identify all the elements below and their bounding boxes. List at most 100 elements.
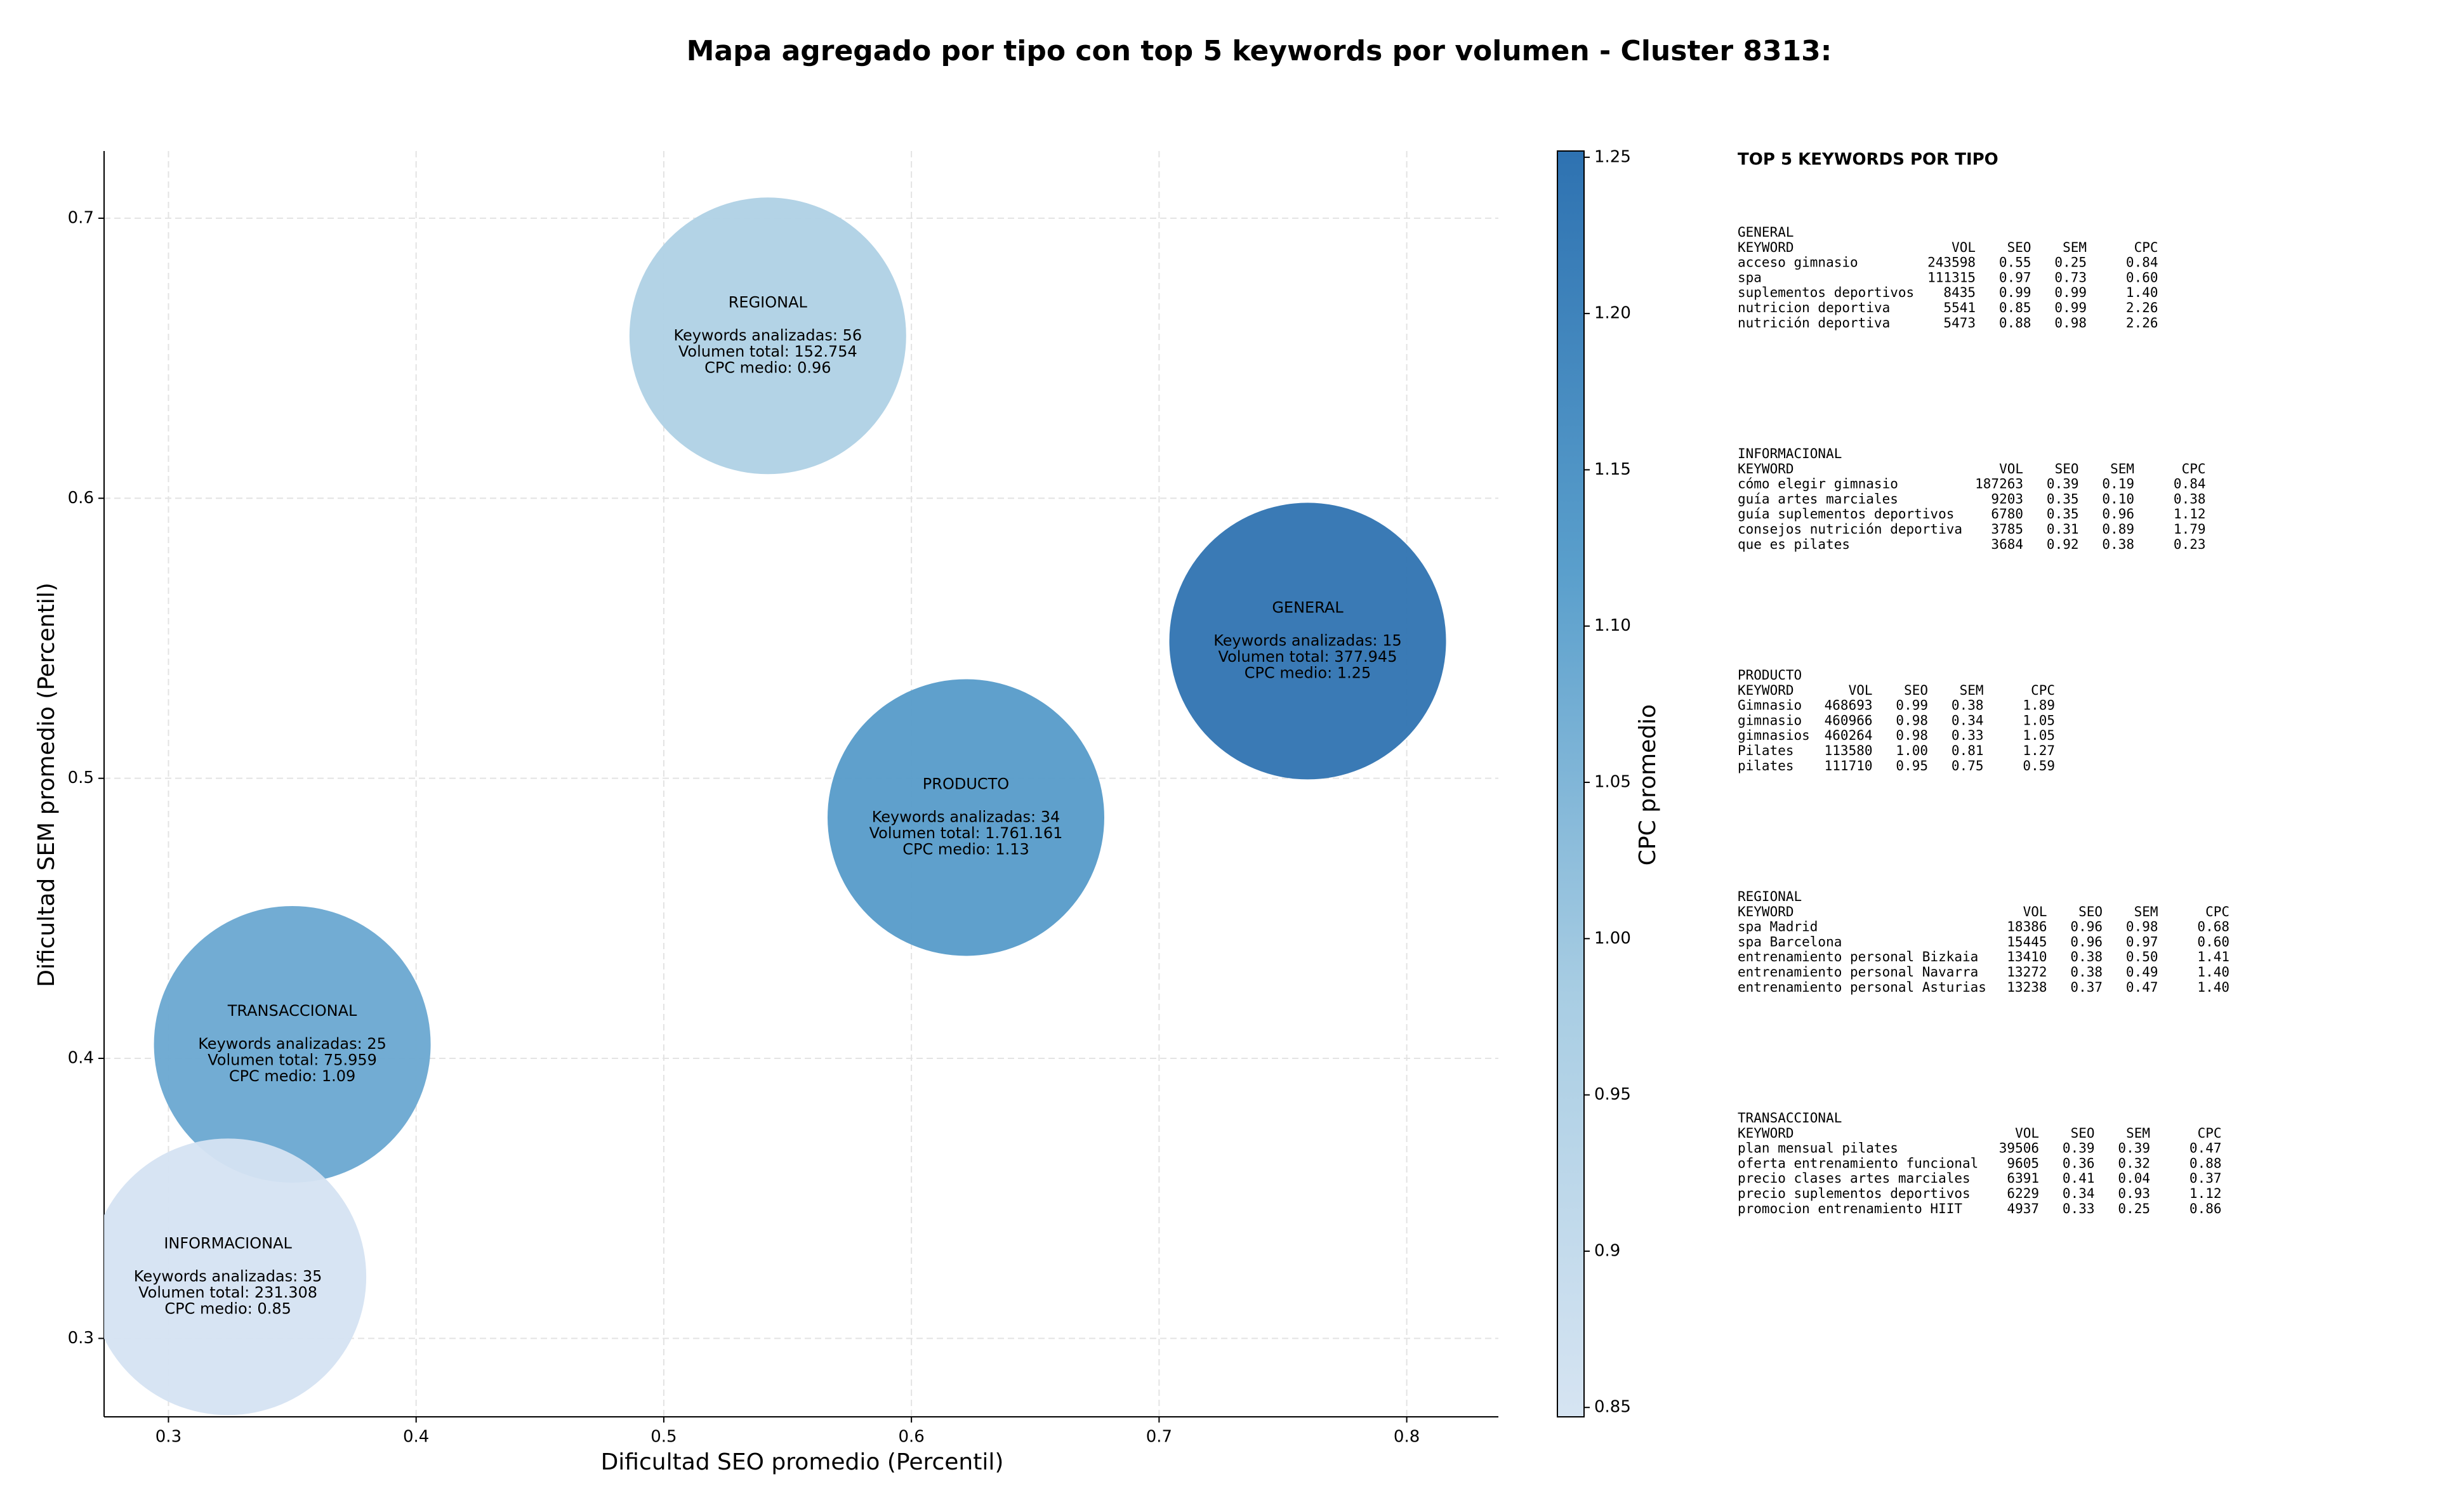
table-cell: entrenamiento personal Asturias xyxy=(1738,980,1986,995)
table-cell: 0.35 xyxy=(2047,506,2079,522)
bubble-label: CPC medio: 0.96 xyxy=(704,358,831,376)
table-cell: spa Madrid xyxy=(1738,919,1818,935)
table-cell: 0.38 xyxy=(1952,698,1984,713)
table-cell: 0.84 xyxy=(2174,477,2206,492)
table-cell: spa xyxy=(1738,270,1762,285)
table-cell: 1.05 xyxy=(2023,713,2055,728)
table-cell: 0.96 xyxy=(2070,934,2103,949)
table-cell: nutricion deportiva xyxy=(1738,300,1890,315)
bubble-name: PRODUCTO xyxy=(923,775,1009,792)
bubble xyxy=(1169,503,1446,780)
colorbar-tick-label: 1.00 xyxy=(1594,929,1631,948)
table-header: VOL xyxy=(2015,1126,2039,1141)
y-tick-label: 0.5 xyxy=(68,768,94,787)
table-header: KEYWORD xyxy=(1738,240,1794,255)
table-cell: 0.99 xyxy=(1999,285,2031,300)
table-cell: 0.96 xyxy=(2070,919,2103,935)
y-tick-label: 0.3 xyxy=(68,1329,94,1348)
table-cell: 2.26 xyxy=(2126,300,2158,315)
x-tick-label: 0.7 xyxy=(1146,1428,1172,1447)
table-cell: 9605 xyxy=(2007,1155,2039,1171)
table-cell: 0.39 xyxy=(2047,477,2079,492)
table-cell: 187263 xyxy=(1975,477,2023,492)
table-header: SEO xyxy=(2007,240,2031,255)
table-name: GENERAL xyxy=(1738,225,1794,240)
bubble-label: CPC medio: 1.25 xyxy=(1245,664,1371,681)
table-cell: pilates xyxy=(1738,758,1794,773)
table-cell: 0.59 xyxy=(2023,758,2055,773)
table-cell: 113580 xyxy=(1825,743,1873,758)
x-tick-label: 0.4 xyxy=(403,1428,429,1447)
table-cell: 0.33 xyxy=(1952,728,1984,743)
bubbles xyxy=(104,197,1446,1416)
table-cell: 0.55 xyxy=(1999,255,2031,270)
table-cell: 1.12 xyxy=(2189,1186,2222,1201)
table-cell: 3684 xyxy=(1991,537,2023,552)
bubble-name: TRANSACCIONAL xyxy=(227,1002,357,1020)
table-cell: 15445 xyxy=(2007,934,2047,949)
table-cell: 1.00 xyxy=(1896,743,1928,758)
bubble-label: CPC medio: 1.09 xyxy=(229,1067,356,1085)
table-cell: 0.36 xyxy=(2063,1155,2095,1171)
colorbar-tick-label: 0.85 xyxy=(1594,1398,1631,1417)
table-cell: 0.41 xyxy=(2063,1171,2095,1186)
table-header: SEO xyxy=(2071,1126,2095,1141)
table-cell: 0.04 xyxy=(2118,1171,2150,1186)
table-header: VOL xyxy=(1952,240,1976,255)
table-header: KEYWORD xyxy=(1738,1126,1794,1141)
table-cell: 0.96 xyxy=(2102,506,2134,522)
table-header: CPC xyxy=(2205,904,2229,919)
table-header: KEYWORD xyxy=(1738,683,1794,698)
table-cell: 1.40 xyxy=(2197,980,2229,995)
table-cell: 0.97 xyxy=(1999,270,2031,285)
table-cell: 13410 xyxy=(2007,949,2047,964)
bubble-label: CPC medio: 1.13 xyxy=(902,840,1029,858)
table-cell: entrenamiento personal Navarra xyxy=(1738,964,1978,980)
colorbar-tick-label: 1.05 xyxy=(1594,773,1631,792)
x-tick-label: 0.8 xyxy=(1394,1428,1420,1447)
table-cell: 0.49 xyxy=(2126,964,2158,980)
table-cell: 1.79 xyxy=(2174,522,2206,537)
bubble-label: Keywords analizadas: 15 xyxy=(1213,631,1402,649)
bubble xyxy=(154,905,431,1183)
table-cell: 1.05 xyxy=(2023,728,2055,743)
table-cell: 0.39 xyxy=(2063,1141,2095,1156)
table-cell: 4937 xyxy=(2007,1201,2039,1216)
table-cell: 0.37 xyxy=(2189,1171,2222,1186)
table-header: VOL xyxy=(1849,683,1873,698)
bubble-label: Keywords analizadas: 35 xyxy=(134,1267,322,1285)
table-cell: 0.32 xyxy=(2118,1155,2150,1171)
bubble-label: Volumen total: 377.945 xyxy=(1218,648,1397,666)
table-cell: 0.25 xyxy=(2118,1201,2150,1216)
table-cell: 1.40 xyxy=(2197,964,2229,980)
table-cell: 0.86 xyxy=(2189,1201,2222,1216)
colorbar-tick-label: 1.15 xyxy=(1594,460,1631,479)
table-cell: 243598 xyxy=(1927,255,1976,270)
table-header: SEM xyxy=(1960,683,1984,698)
bubble-label: CPC medio: 0.85 xyxy=(164,1299,291,1317)
table-cell: oferta entrenamiento funcional xyxy=(1738,1155,1978,1171)
table-cell: 0.97 xyxy=(2126,934,2158,949)
table-header: SEM xyxy=(2126,1126,2150,1141)
table-cell: 0.98 xyxy=(1896,713,1928,728)
table-name: PRODUCTO xyxy=(1738,667,1802,683)
bubble-name: GENERAL xyxy=(1272,598,1344,616)
table-cell: entrenamiento personal Bizkaia xyxy=(1738,949,1978,964)
table-cell: plan mensual pilates xyxy=(1738,1141,1898,1156)
table-cell: consejos nutrición deportiva xyxy=(1738,522,1962,537)
y-axis-label: Dificultad SEM promedio (Percentil) xyxy=(34,582,60,987)
y-tick-label: 0.7 xyxy=(68,208,94,227)
table-cell: promocion entrenamiento HIIT xyxy=(1738,1201,1962,1216)
table-cell: 0.93 xyxy=(2118,1186,2150,1201)
table-cell: 0.99 xyxy=(2054,300,2087,315)
bubble-label: Volumen total: 152.754 xyxy=(678,343,857,360)
table-cell: nutrición deportiva xyxy=(1738,315,1890,331)
panel-heading: TOP 5 KEYWORDS POR TIPO xyxy=(1738,150,1998,169)
table-header: SEM xyxy=(2110,461,2134,477)
table-cell: 0.10 xyxy=(2102,491,2134,506)
table-cell: 0.84 xyxy=(2126,255,2158,270)
table-cell: 0.92 xyxy=(2047,537,2079,552)
bubble-label: Keywords analizadas: 25 xyxy=(198,1035,386,1053)
table-cell: 0.34 xyxy=(1952,713,1984,728)
